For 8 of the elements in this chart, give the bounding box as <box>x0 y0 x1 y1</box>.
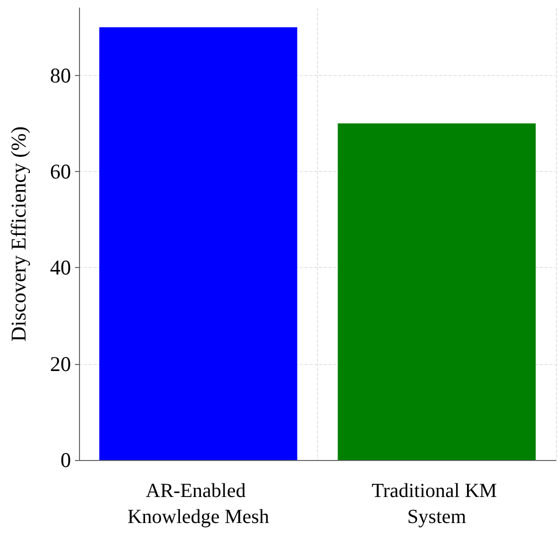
y-axis-title: Discovery Efficiency (%) <box>6 126 30 342</box>
x-tick-label: AR-Enabled Knowledge Mesh <box>127 480 270 528</box>
x-tick-label: Traditional KM System <box>372 480 502 528</box>
y-tick-label: 0 <box>60 448 71 472</box>
y-tick-label: 20 <box>50 352 71 376</box>
y-tick-label: 60 <box>50 159 71 184</box>
y-tick-label: 40 <box>50 256 71 280</box>
y-tick-label: 80 <box>50 63 71 88</box>
